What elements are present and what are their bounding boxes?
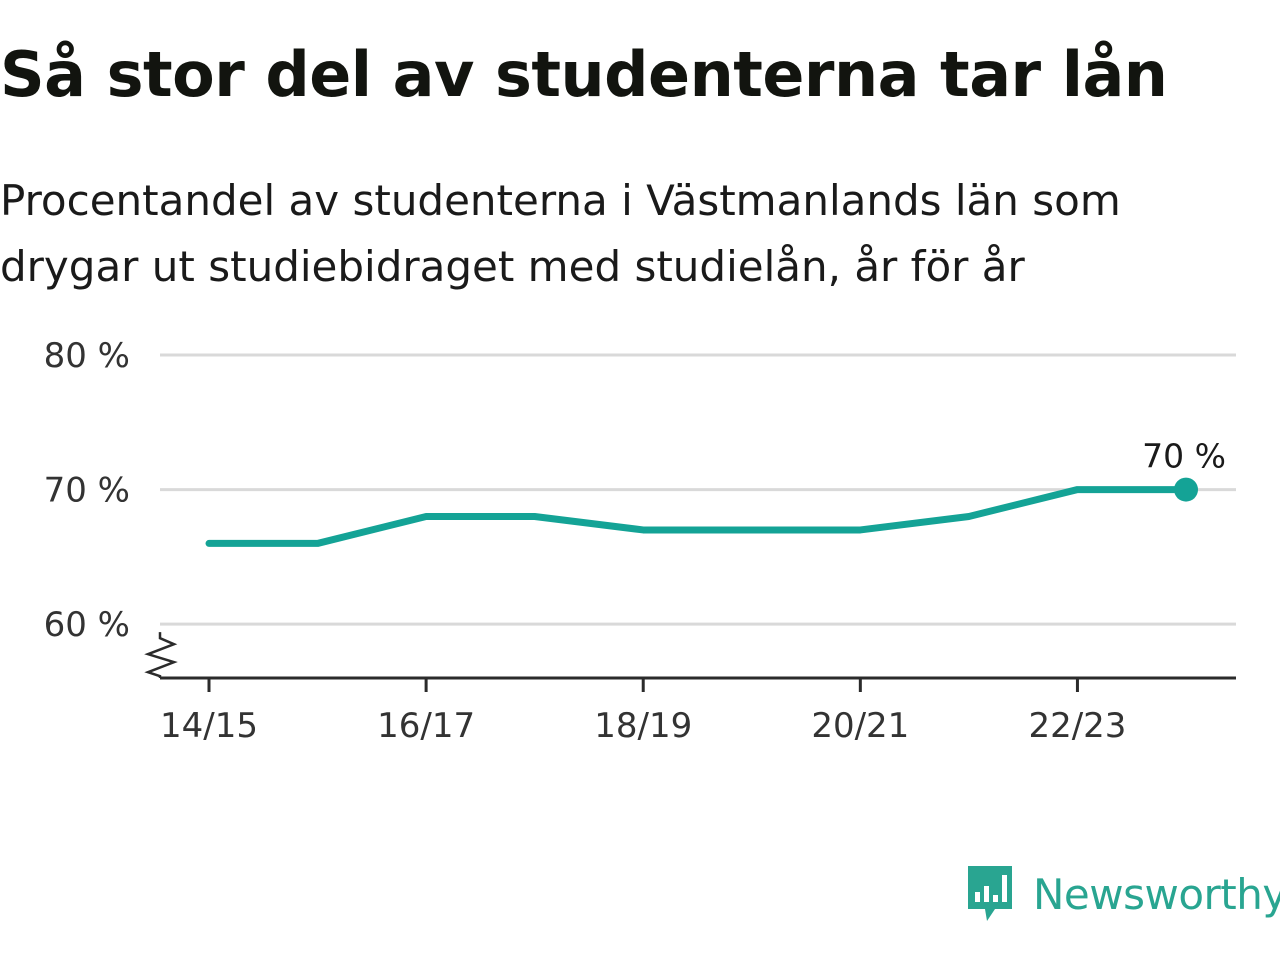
chart-title: Så stor del av studenterna tar lån [0, 38, 1168, 111]
x-tick-label: 16/17 [377, 706, 475, 746]
brand-logo: Newsworthy [965, 862, 1280, 926]
x-tick-label: 20/21 [811, 706, 909, 746]
y-tick-label: 60 % [44, 605, 130, 645]
y-axis-tick-labels: 60 % 70 % 80 % [44, 336, 130, 645]
x-axis [144, 632, 1236, 680]
brand-name: Newsworthy [1033, 869, 1280, 919]
data-label: 70 % [1142, 437, 1226, 476]
series-line [205, 486, 1190, 547]
gridlines [160, 353, 1236, 626]
chart-subtitle: Procentandel av studenterna i Västmanlan… [0, 176, 1121, 291]
x-tick-label: 22/23 [1028, 706, 1126, 746]
newsworthy-logo-icon [968, 866, 1012, 921]
y-axis-break [144, 632, 178, 678]
data-point-last [1174, 477, 1198, 502]
x-tick-label: 18/19 [594, 706, 692, 746]
y-tick-label: 70 % [44, 471, 130, 511]
series-group: 70 % [205, 437, 1226, 547]
y-tick-label: 80 % [44, 336, 130, 376]
x-tick-label: 14/15 [160, 706, 258, 746]
x-axis-tick-labels: 14/15 16/17 18/19 20/21 22/23 [160, 678, 1126, 746]
